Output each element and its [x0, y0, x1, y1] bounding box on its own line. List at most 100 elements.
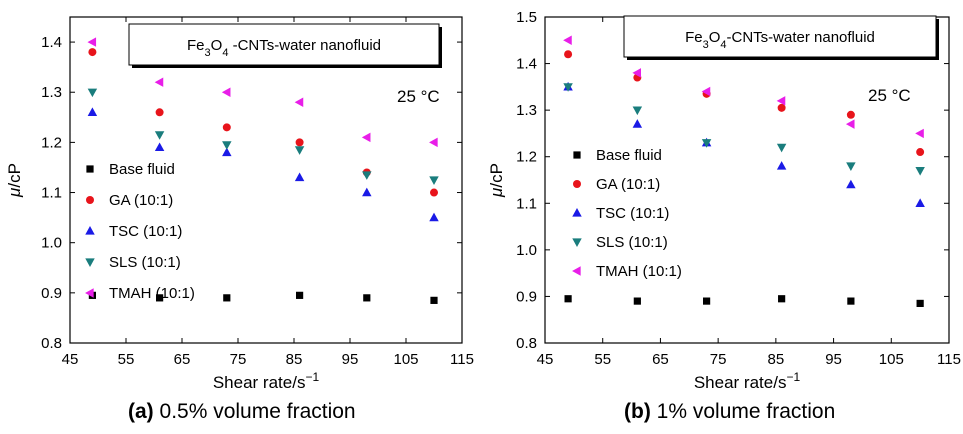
title-box-b	[623, 15, 937, 58]
plot-frame-a	[69, 16, 463, 344]
caption-a: (a) 0.5% volume fraction	[128, 400, 356, 424]
y-tick-label: 1.0	[41, 235, 62, 252]
chart-panel-b: 45 55 65 75 85 95 105 115 0.8 0.9 1.0 1.1 1.2 1.3 1.4 1…	[482, 0, 963, 434]
legend-marker	[572, 266, 581, 276]
legend-label: SLS (10:1)	[596, 234, 668, 251]
y-tick-label: 0.9	[516, 288, 537, 305]
legend-label: TSC (10:1)	[596, 205, 669, 222]
legend-marker	[85, 288, 94, 298]
data-point	[362, 187, 372, 197]
legend-marker	[572, 208, 582, 217]
chart-svg-b: 45 55 65 75 85 95 105 115 0.8 0.9 1.0 1.1 1.2 1.3 1.4 1…	[487, 9, 961, 392]
data-point	[632, 68, 641, 78]
data-point	[88, 48, 97, 57]
y-tick-label: 0.8	[516, 335, 537, 352]
x-tick-label: 95	[342, 351, 359, 368]
data-point	[632, 106, 643, 116]
data-point	[916, 148, 925, 157]
y-axis-a: 0.8 0.9 1.0 1.1 1.2 1.3 1.4	[41, 34, 462, 352]
series-a-square	[88, 291, 438, 304]
data-point	[776, 96, 786, 106]
x-tick-label: 65	[174, 351, 191, 368]
legend-marker	[85, 226, 95, 235]
x-tick-label: 55	[118, 351, 135, 368]
data-point	[155, 108, 164, 117]
x-tick-label: 65	[652, 351, 669, 368]
chart-title-b: Fe3O4-CNTs-water nanofluid	[685, 29, 875, 51]
data-point	[361, 132, 371, 143]
series-b-triangle-down	[563, 83, 925, 176]
data-point	[429, 176, 439, 185]
data-point	[846, 162, 856, 171]
x-tick-label: 85	[286, 351, 303, 368]
y-tick-label: 1.4	[516, 56, 537, 73]
y-axis-label-a: μ/cP	[5, 163, 24, 198]
data-point	[154, 131, 165, 140]
x-axis-b: 45 55 65 75 85 95 105 115	[537, 17, 961, 368]
data-point	[363, 294, 371, 302]
series-a-triangle-down	[87, 88, 439, 185]
y-tick-label: 1.5	[516, 9, 537, 26]
legend-marker	[85, 258, 95, 267]
y-axis-b: 0.8 0.9 1.0 1.1 1.2 1.3 1.4 1.5	[516, 9, 949, 352]
data-point	[564, 295, 572, 303]
x-tick-label: 75	[230, 351, 247, 368]
data-point	[223, 294, 231, 302]
legend-marker	[573, 180, 581, 188]
x-tick-label: 85	[768, 351, 785, 368]
caption-b: (b) 1% volume fraction	[624, 400, 835, 424]
temperature-annotation-a: 25 °C	[397, 87, 440, 106]
legend-a: Base fluid GA (10:1) TSC (10:1) SLS (10:1) T…	[85, 161, 195, 302]
data-point	[87, 37, 97, 47]
y-tick-label: 1.2	[516, 149, 537, 166]
data-point	[563, 35, 572, 46]
legend-marker	[572, 238, 582, 247]
data-point	[915, 128, 924, 139]
data-point	[701, 86, 711, 97]
legend-label: TSC (10:1)	[109, 223, 182, 240]
series-b-square	[564, 295, 924, 308]
data-point	[703, 297, 711, 305]
legend-label: TMAH (10:1)	[596, 263, 682, 280]
title-box-a	[128, 23, 440, 66]
legend-marker	[86, 196, 94, 204]
caption-label-a: (a)	[128, 400, 154, 423]
data-point	[429, 137, 438, 148]
data-point	[777, 103, 786, 112]
data-point	[563, 83, 573, 92]
chart-panel-a: 45 55 65 75 85 95 105 115 0.8 0.9 1.0 1.1 1.2 1.3 1.4 S…	[0, 0, 481, 434]
data-point	[222, 147, 232, 157]
legend-label: Base fluid	[596, 147, 662, 164]
legend-b: Base fluid GA (10:1) TSC (10:1) SLS (10:1) T…	[572, 147, 682, 280]
x-axis-a: 45 55 65 75 85 95 105 115	[62, 17, 474, 368]
data-point	[701, 139, 712, 148]
data-point	[296, 291, 304, 299]
x-axis-label-a: Shear rate/s−1	[213, 370, 320, 392]
temperature-annotation-b: 25 °C	[868, 86, 911, 105]
y-tick-label: 1.1	[516, 195, 537, 212]
data-point	[564, 50, 573, 59]
data-point	[154, 142, 165, 152]
data-point	[222, 141, 232, 150]
data-point	[87, 107, 98, 116]
x-tick-label: 115	[937, 351, 961, 368]
x-tick-label: 115	[450, 351, 474, 368]
data-point	[632, 119, 643, 128]
data-point	[430, 296, 438, 304]
legend-label: TMAH (10:1)	[109, 285, 195, 302]
y-axis-label-b: μ/cP	[487, 163, 506, 198]
series-b-triangle-left	[563, 35, 924, 139]
data-point	[430, 188, 438, 197]
data-point	[429, 212, 439, 222]
x-tick-label: 105	[879, 351, 904, 368]
y-tick-label: 0.9	[41, 285, 62, 302]
legend-label: Base fluid	[109, 161, 175, 178]
data-point	[87, 88, 98, 98]
data-point	[154, 77, 164, 87]
caption-text-b: 1% volume fraction	[656, 400, 836, 423]
y-tick-label: 1.3	[41, 84, 62, 101]
caption-label-b: (b)	[624, 400, 651, 423]
data-point	[915, 167, 925, 176]
x-tick-label: 45	[62, 351, 79, 368]
data-point	[362, 171, 372, 180]
